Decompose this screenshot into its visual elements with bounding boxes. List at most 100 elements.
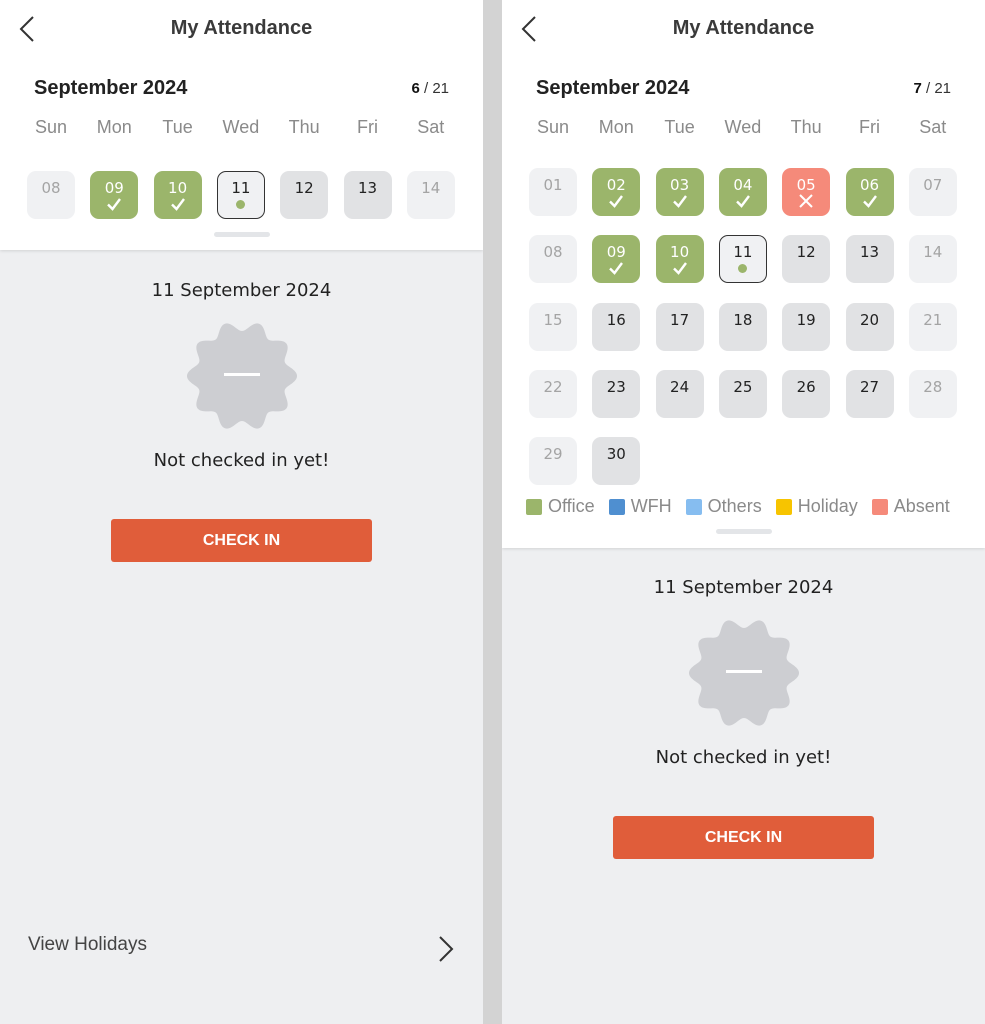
not-checked-in-badge-icon — [688, 620, 799, 726]
weekday-mon: Mon — [598, 117, 634, 137]
day-cell-10[interactable]: 10 — [153, 171, 202, 219]
weekday-tue: Tue — [664, 117, 695, 137]
day-cell-17[interactable]: 17 — [655, 302, 704, 351]
collapse-handle[interactable] — [715, 529, 772, 534]
day-number: 13 — [859, 243, 880, 262]
check-icon — [656, 193, 704, 209]
day-cell-20[interactable]: 20 — [845, 302, 894, 351]
day-cell-07[interactable]: 07 — [908, 168, 957, 216]
day-number: 21 — [923, 310, 943, 329]
day-number: 27 — [859, 377, 880, 396]
day-cell-15[interactable]: 15 — [529, 302, 577, 351]
day-cell-23[interactable]: 23 — [592, 369, 641, 418]
day-cell-04[interactable]: 04 — [718, 168, 767, 216]
day-number: 05 — [796, 176, 816, 194]
day-cell-26[interactable]: 26 — [782, 369, 831, 418]
day-number: 22 — [543, 377, 563, 396]
day-cell-14[interactable]: 14 — [908, 235, 957, 284]
day-cell-05[interactable]: 05 — [782, 168, 831, 216]
day-number: 04 — [733, 176, 753, 194]
day-cell-12[interactable]: 12 — [782, 235, 831, 284]
day-number: 12 — [796, 243, 816, 262]
legend-label: Others — [707, 496, 762, 516]
legend-label: Holiday — [797, 496, 858, 516]
day-cell-12[interactable]: 12 — [280, 171, 329, 219]
expand-handle[interactable] — [213, 232, 270, 237]
day-number: 26 — [796, 377, 816, 396]
day-number: 23 — [606, 377, 626, 396]
chevron-right-icon[interactable] — [436, 935, 456, 963]
day-cell-14[interactable]: 14 — [406, 171, 455, 219]
day-cell-01[interactable]: 01 — [529, 168, 577, 216]
day-cell-08[interactable]: 08 — [27, 171, 75, 219]
check-icon — [719, 193, 767, 209]
day-cell-11[interactable]: 11 — [216, 171, 265, 219]
day-number: 09 — [606, 243, 626, 262]
day-cell-30[interactable]: 30 — [592, 437, 641, 486]
day-cell-28[interactable]: 28 — [908, 369, 957, 418]
attendance-month-view: My Attendance September 2024 7 / 21 Sun M… — [502, 0, 985, 1024]
day-cell-25[interactable]: 25 — [718, 369, 767, 418]
legend-item-holiday: Holiday — [775, 496, 858, 517]
day-number: 09 — [104, 179, 124, 197]
day-cell-24[interactable]: 24 — [655, 369, 704, 418]
today-dot-icon — [720, 261, 766, 277]
attendance-count: 7 / 21 — [913, 80, 951, 97]
day-cell-06[interactable]: 06 — [845, 168, 894, 216]
weekday-wed: Wed — [222, 117, 260, 137]
day-cell-10[interactable]: 10 — [655, 235, 704, 284]
day-number: 07 — [923, 176, 943, 194]
day-number: 01 — [543, 176, 563, 194]
weekday-fri: Fri — [357, 117, 378, 137]
weekday-sun: Sun — [536, 117, 570, 137]
legend-item-others: Others — [685, 496, 762, 517]
legend-label: Office — [548, 496, 595, 516]
month-label[interactable]: September 2024 — [34, 77, 188, 99]
check-icon — [656, 260, 704, 276]
day-cell-22[interactable]: 22 — [529, 369, 577, 418]
check-icon — [592, 260, 640, 276]
back-arrow-icon[interactable] — [518, 15, 542, 43]
day-number: 30 — [606, 445, 626, 464]
weekday-fri: Fri — [859, 117, 880, 137]
status-text: Not checked in yet! — [153, 450, 330, 471]
day-cell-13[interactable]: 13 — [343, 171, 392, 219]
day-cell-19[interactable]: 19 — [782, 302, 831, 351]
legend-swatch — [608, 498, 625, 515]
check-in-button[interactable]: CHECK IN — [111, 519, 372, 562]
day-cell-29[interactable]: 29 — [529, 437, 577, 486]
day-cell-21[interactable]: 21 — [908, 302, 957, 351]
legend-swatch — [775, 498, 792, 515]
check-in-button[interactable]: CHECK IN — [613, 816, 874, 859]
day-number: 11 — [231, 179, 251, 197]
day-cell-09[interactable]: 09 — [90, 171, 139, 219]
weekday-tue: Tue — [162, 117, 193, 137]
day-cell-16[interactable]: 16 — [592, 302, 641, 351]
day-number: 18 — [733, 310, 753, 329]
view-holidays-link[interactable]: View Holidays — [28, 934, 147, 955]
count-total: 21 — [934, 80, 951, 97]
day-cell-09[interactable]: 09 — [592, 235, 641, 284]
day-cell-02[interactable]: 02 — [592, 168, 641, 216]
month-label[interactable]: September 2024 — [536, 77, 690, 99]
day-number: 11 — [733, 243, 753, 262]
day-cell-08[interactable]: 08 — [529, 235, 577, 284]
attendance-count: 6 / 21 — [411, 80, 449, 97]
weekday-sat: Sat — [417, 117, 445, 137]
selected-date: 11 September 2024 — [653, 577, 834, 598]
check-icon — [592, 193, 640, 209]
legend-item-office: Office — [526, 496, 595, 517]
count-done: 7 — [913, 80, 922, 97]
day-number: 25 — [733, 377, 753, 396]
check-icon — [846, 193, 894, 209]
day-cell-27[interactable]: 27 — [845, 369, 894, 418]
back-arrow-icon[interactable] — [16, 15, 40, 43]
attendance-week-view: My Attendance September 2024 6 / 21 Sun M… — [0, 0, 483, 1024]
day-cell-18[interactable]: 18 — [718, 302, 767, 351]
day-number: 16 — [606, 310, 626, 329]
day-cell-11[interactable]: 11 — [718, 235, 767, 284]
day-cell-03[interactable]: 03 — [655, 168, 704, 216]
count-sep: / — [419, 80, 433, 97]
legend-label: Absent — [893, 496, 950, 516]
day-cell-13[interactable]: 13 — [845, 235, 894, 284]
